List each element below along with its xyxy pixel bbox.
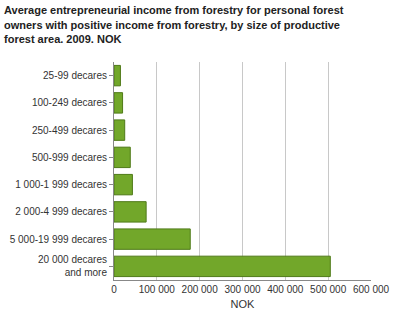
svg-text:0: 0 <box>111 284 117 295</box>
svg-text:400 000: 400 000 <box>267 284 304 295</box>
svg-text:1 000-1 999 decares: 1 000-1 999 decares <box>15 179 107 190</box>
svg-text:500-999 decares: 500-999 decares <box>32 152 107 163</box>
svg-text:600 000: 600 000 <box>353 284 390 295</box>
svg-text:100 000: 100 000 <box>139 284 176 295</box>
svg-text:250-499 decares: 250-499 decares <box>32 125 107 136</box>
svg-text:100-249 decares: 100-249 decares <box>32 97 107 108</box>
svg-text:25-99 decares: 25-99 decares <box>43 70 107 81</box>
svg-text:NOK: NOK <box>231 298 256 310</box>
svg-text:2 000-4 999 decares: 2 000-4 999 decares <box>15 206 107 217</box>
svg-text:200 000: 200 000 <box>182 284 219 295</box>
svg-text:500 000: 500 000 <box>310 284 347 295</box>
svg-text:Average entrepreneurial income: Average entrepreneurial income from fore… <box>4 4 344 45</box>
svg-text:5 000-19 999 decares: 5 000-19 999 decares <box>10 234 107 245</box>
svg-text:300 000: 300 000 <box>224 284 261 295</box>
svg-text:20 000 decaresand more: 20 000 decaresand more <box>38 254 107 278</box>
